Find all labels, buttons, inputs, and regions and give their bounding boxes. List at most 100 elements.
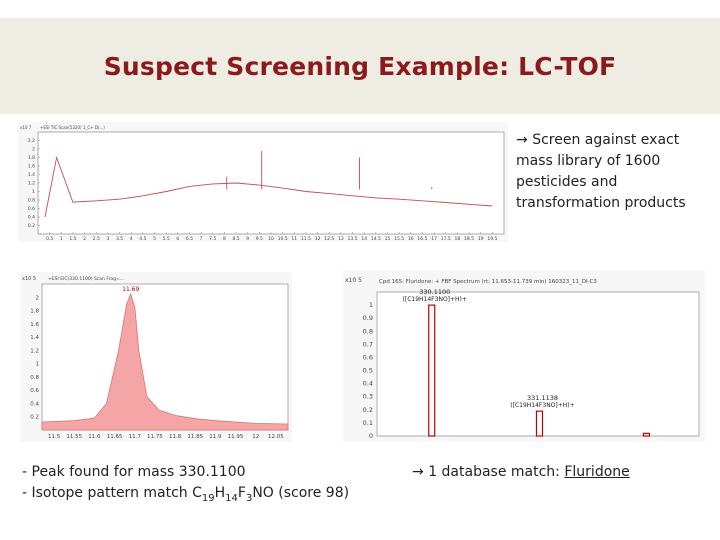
tic-y-tick-label: 1.8 — [28, 155, 35, 161]
tic-y-tick-label: 1.4 — [28, 172, 35, 178]
tic-x-tick-label: 15.5 — [394, 236, 404, 242]
formula-f: F — [237, 485, 246, 501]
tic-y-tick-label: 1.2 — [28, 181, 35, 187]
eic-x-tick-label: 12.05 — [268, 434, 284, 440]
tic-y-tick-label: 0.8 — [28, 198, 35, 204]
eic-x-tick-label: 11.85 — [187, 434, 203, 440]
tic-x-tick-label: 13 — [338, 236, 344, 242]
tic-x-tick-label: 9.5 — [256, 236, 263, 242]
eic-plot-area — [41, 283, 289, 431]
database-match-text: → 1 database match: Fluridone — [412, 462, 712, 483]
tic-x-tick-label: 3 — [106, 236, 109, 242]
tic-x-tick-label: 4 — [130, 236, 133, 242]
spec-y-tick-label: 0.8 — [363, 327, 373, 335]
tic-y-multiplier: x10 7 — [20, 125, 32, 130]
spec-plot-area — [376, 291, 700, 437]
tic-x-tick-label: 14 — [361, 236, 367, 242]
spec-y-tick-label: 0.3 — [363, 393, 373, 401]
eic-y-tick-label: 1.2 — [30, 348, 39, 354]
tic-x-tick-label: 2 — [83, 236, 86, 242]
title-bar: Suspect Screening Example: LC-TOF — [0, 18, 720, 114]
eic-x-tick-label: 11.75 — [147, 434, 163, 440]
tic-y-tick-label: 1.6 — [28, 164, 35, 170]
spec-y-tick-label: 0.1 — [363, 419, 373, 427]
tic-y-tick-label: 2 — [32, 147, 35, 153]
spec-bar — [642, 432, 651, 437]
spec-formula-label: ([C19H14F3NO]+H)+ — [403, 296, 467, 303]
spec-y-tick-label: 0 — [369, 432, 373, 440]
formula-tail: NO (score 98) — [252, 485, 350, 501]
isotope-match-line: - Isotope pattern match C19H14F3NO (scor… — [22, 483, 382, 509]
eic-x-tick-label: 11.5 — [48, 434, 61, 440]
tic-y-tick-label: 0.4 — [28, 215, 35, 221]
eic-y-tick-label: 0.6 — [30, 388, 39, 394]
formula-c-count: 19 — [201, 492, 215, 504]
peak-found-text: - Peak found for mass 330.1100 - Isotope… — [22, 462, 382, 509]
screening-bullet-text: Screen against exact mass library of 160… — [516, 132, 686, 211]
tic-x-tick-label: 10 — [268, 236, 274, 242]
formula-h-count: 14 — [225, 492, 238, 504]
eic-x-tick-label: 11.6 — [88, 434, 101, 440]
tic-x-tick-label: 16.5 — [417, 236, 427, 242]
tic-x-tick-label: 19 — [478, 236, 484, 242]
eic-x-tick-label: 11.55 — [66, 434, 82, 440]
formula-h: H — [214, 485, 226, 501]
tic-chart-panel: +ESI TIC Scan(5320) 1_C+ D(...) x10 7 2.2 2… — [18, 122, 508, 242]
spec-mz-label: 330.1100 — [419, 288, 450, 296]
tic-y-tick-label: 0.6 — [28, 206, 35, 212]
tic-x-tick-label: 3.5 — [116, 236, 123, 242]
eic-x-tick-label: 11.7 — [129, 434, 142, 440]
eic-x-tick-label: 11.95 — [228, 434, 244, 440]
tic-chart: +ESI TIC Scan(5320) 1_C+ D(...) x10 7 2.2 2… — [18, 122, 508, 242]
eic-y-multiplier: x10 5 — [22, 276, 36, 282]
eic-peak-label: 11.69 — [122, 286, 139, 293]
spec-y-tick-label: 0.9 — [363, 314, 373, 322]
tic-x-tick-label: 18 — [455, 236, 461, 242]
eic-y-tick-label: 1 — [36, 362, 40, 368]
spectrum-chart: x10 5 Cpd 165: Fluridone: + FBF Spectrum … — [343, 270, 705, 442]
tic-x-tick-label: 18.5 — [464, 236, 474, 242]
tic-y-tick-label: 2.2 — [28, 138, 35, 144]
tic-x-tick-label: 12.5 — [324, 236, 334, 242]
eic-y-tick-label: 0.4 — [30, 401, 39, 407]
tic-x-tick-label: 16 — [408, 236, 414, 242]
tic-x-tick-label: 6 — [176, 236, 179, 242]
tic-x-tick-label: 0.5 — [46, 236, 53, 242]
tic-x-tick-label: 5 — [153, 236, 156, 242]
eic-y-tick-label: 0.2 — [30, 415, 39, 421]
tic-x-tick-label: 1 — [60, 236, 63, 242]
eic-x-tick-label: 11.9 — [209, 434, 222, 440]
tic-x-tick-label: 13.5 — [348, 236, 358, 242]
tic-trace-line — [44, 155, 493, 218]
eic-y-tick-label: 2 — [36, 295, 40, 301]
spec-y-tick-label: 1 — [369, 301, 373, 309]
tic-x-tick-label: 11.5 — [301, 236, 311, 242]
tic-x-tick-label: 7.5 — [209, 236, 216, 242]
spec-y-multiplier: x10 5 — [345, 277, 362, 284]
spectrum-chart-panel: x10 5 Cpd 165: Fluridone: + FBF Spectrum … — [343, 270, 705, 442]
eic-y-tick-label: 1.4 — [30, 335, 39, 341]
tic-x-tick-label: 17 — [431, 236, 437, 242]
tic-x-tick-label: 17.5 — [441, 236, 451, 242]
tic-y-tick-label: 0.2 — [28, 223, 35, 229]
spec-y-tick-label: 0.2 — [363, 406, 373, 414]
spec-formula-label: ([C19H14F3NO]+H)+ — [510, 402, 574, 409]
tic-x-tick-label: 5.5 — [163, 236, 170, 242]
eic-area — [41, 292, 289, 431]
tic-x-tick-label: 6.5 — [186, 236, 193, 242]
tic-header: +ESI TIC Scan(5320) 1_C+ D(...) — [40, 125, 105, 130]
tic-x-tick-label: 19.5 — [487, 236, 497, 242]
spec-y-tick-label: 0.4 — [363, 380, 373, 388]
tic-x-tick-label: 10.5 — [278, 236, 288, 242]
tic-plot-area — [37, 131, 505, 235]
tic-y-tick-label: 1 — [32, 189, 35, 195]
screening-bullet: → Screen against exact mass library of 1… — [516, 130, 712, 214]
eic-chart: x10 5 +ESI EIC(330.1100) Scan Frag=... 2 1.… — [20, 272, 292, 442]
tic-x-tick-label: 12 — [315, 236, 321, 242]
eic-x-tick-label: 11.8 — [169, 434, 182, 440]
isotope-prefix: - Isotope pattern match C — [22, 485, 202, 501]
spec-y-tick-label: 0.5 — [363, 367, 373, 375]
tic-x-tick-label: 8.5 — [232, 236, 239, 242]
eic-chart-panel: x10 5 +ESI EIC(330.1100) Scan Frag=... 2 1.… — [20, 272, 292, 442]
eic-header: +ESI EIC(330.1100) Scan Frag=... — [48, 276, 124, 282]
